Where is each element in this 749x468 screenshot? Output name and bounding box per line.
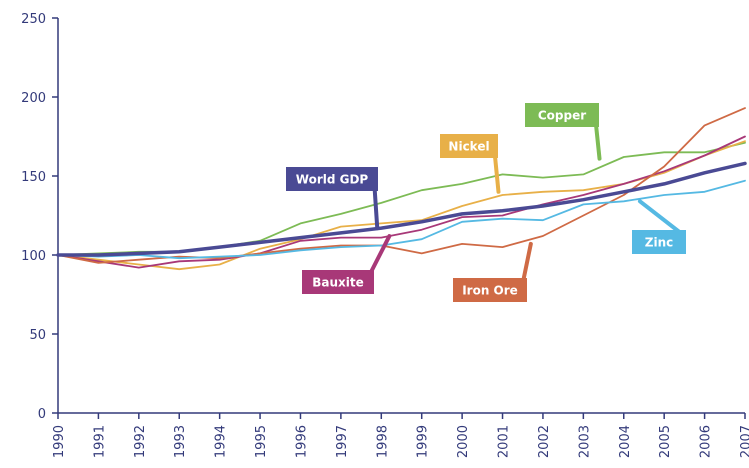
callout-label: Copper [538, 109, 586, 123]
callout-leader [637, 199, 684, 236]
chart-callouts: World GDP Copper Nickel Bauxite Iron Ore Zinc [286, 103, 686, 302]
x-tick-label: 2006 [699, 425, 714, 458]
callout-box [525, 103, 599, 127]
x-tick-label: 1991 [92, 425, 107, 458]
x-tick-label: 1992 [133, 425, 148, 458]
callout-world-gdp: World GDP [286, 167, 380, 231]
chart-axes: 0 50 100 150 200 250 1990 1991 1992 1993 1994 1995 1… [21, 12, 749, 458]
y-tick-label: 250 [21, 12, 46, 27]
callout-leader [368, 234, 392, 276]
series-line-zinc [57, 179, 746, 260]
x-tick-label: 1999 [416, 425, 431, 458]
callout-box [632, 230, 686, 254]
callout-copper: Copper [525, 103, 602, 161]
callout-nickel: Nickel [440, 134, 501, 194]
y-tick-label: 150 [21, 170, 46, 185]
x-tick-label: 1997 [335, 425, 350, 458]
x-tick-label: 2000 [456, 425, 471, 458]
callout-box [440, 134, 498, 158]
x-tick-label: 1993 [173, 425, 188, 458]
x-tick-label: 2005 [658, 425, 673, 458]
y-tick-label: 50 [29, 328, 46, 343]
callout-label: World GDP [296, 173, 369, 187]
x-tick-label: 2004 [618, 425, 633, 458]
x-tick-label: 2001 [497, 425, 512, 458]
series-line-bauxite [57, 135, 746, 269]
x-tick-label: 1995 [254, 425, 269, 458]
callout-label: Zinc [645, 236, 673, 250]
callout-box [302, 270, 374, 294]
callout-label: Nickel [448, 140, 489, 154]
callout-iron-ore: Iron Ore [453, 241, 533, 302]
x-tick-label: 1998 [375, 425, 390, 458]
x-tick-label: 2007 [739, 425, 749, 458]
chart-series-lines [56, 107, 747, 271]
callout-label: Bauxite [312, 276, 364, 290]
y-tick-label: 0 [38, 407, 46, 422]
callout-box [286, 167, 378, 191]
x-tick-label: 1996 [294, 425, 309, 458]
y-tick-label: 200 [21, 91, 46, 106]
callout-box [453, 278, 527, 302]
x-tick-label: 1990 [52, 425, 67, 458]
x-tick-label: 1994 [214, 425, 229, 458]
x-tick-label: 2002 [537, 425, 552, 458]
callout-label: Iron Ore [462, 284, 518, 298]
callout-zinc: Zinc [632, 199, 686, 254]
series-line-world-gdp [56, 161, 747, 257]
callout-bauxite: Bauxite [302, 234, 392, 294]
y-tick-label: 100 [21, 249, 46, 264]
callout-leader [521, 241, 533, 284]
x-tick-label: 2003 [577, 425, 592, 458]
